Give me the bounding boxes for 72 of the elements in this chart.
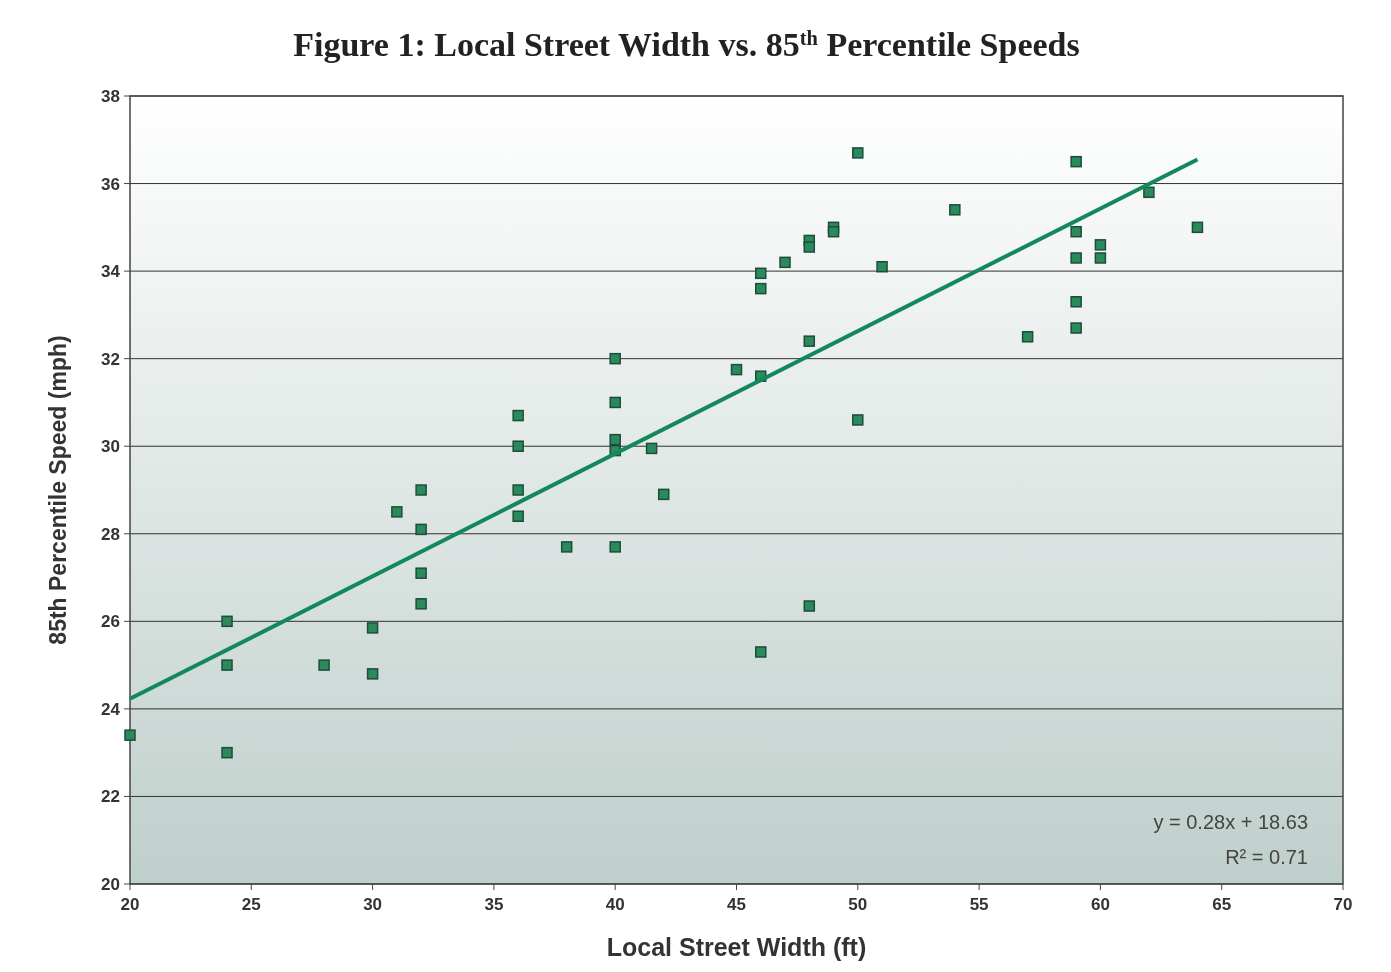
y-tick-label: 22 (101, 787, 120, 807)
point (609, 541, 621, 553)
point (645, 442, 658, 455)
point (512, 440, 524, 452)
x-tick-label: 25 (241, 895, 261, 914)
annotation: y = 0.28x + 18.63 (1153, 811, 1308, 833)
point (609, 433, 621, 446)
point (852, 414, 864, 426)
x-tick-label: 55 (969, 895, 989, 914)
x-tick-label: 20 (120, 895, 140, 914)
point (1191, 221, 1204, 234)
point (876, 260, 888, 273)
point (1094, 252, 1107, 264)
point (1070, 252, 1082, 264)
point (318, 659, 330, 671)
x-axis-title: Local Street Width (ft) (606, 933, 867, 961)
point (366, 668, 379, 680)
point (1021, 331, 1034, 343)
point (1070, 155, 1082, 168)
point (1143, 186, 1155, 199)
x-tick-label: 70 (1333, 895, 1353, 914)
point (803, 335, 816, 347)
x-tick-label: 60 (1090, 895, 1110, 914)
point (221, 746, 233, 759)
y-tick-label: 38 (101, 87, 120, 106)
point (391, 506, 403, 518)
point (415, 598, 427, 610)
point (755, 267, 767, 280)
point (415, 567, 427, 579)
point (609, 396, 621, 409)
x-tick-label: 40 (605, 895, 625, 914)
point (415, 484, 427, 496)
point (852, 147, 864, 159)
point (657, 488, 670, 501)
x-tick-label: 65 (1212, 895, 1232, 914)
point (803, 241, 816, 253)
point (560, 541, 573, 553)
point (1070, 225, 1082, 238)
point (1094, 239, 1107, 251)
annotation: R² = 0.71 (1225, 846, 1308, 868)
point (221, 615, 233, 628)
point (755, 282, 767, 295)
point (366, 622, 379, 634)
point (1070, 296, 1082, 308)
point (827, 225, 840, 238)
point (803, 600, 816, 612)
y-tick-label: 20 (101, 875, 120, 894)
point (124, 729, 136, 741)
x-tick-label: 45 (727, 895, 746, 914)
point (415, 523, 427, 536)
y-axis-title: 85th Percentile Speed (mph) (45, 335, 71, 645)
y-tick-label: 36 (101, 174, 120, 194)
point (221, 659, 233, 671)
point (512, 484, 524, 496)
point (512, 510, 524, 523)
x-tick-label: 50 (848, 895, 868, 914)
point (609, 352, 621, 365)
y-tick-label: 32 (101, 349, 120, 369)
x-tick-label: 30 (363, 895, 383, 914)
point (779, 256, 791, 269)
y-tick-label: 24 (101, 699, 121, 719)
point (730, 363, 743, 376)
point (1070, 322, 1082, 334)
y-tick-label: 34 (101, 262, 121, 282)
point (512, 409, 524, 422)
y-tick-label: 30 (101, 437, 120, 457)
y-tick-label: 26 (101, 612, 120, 632)
x-tick-label: 35 (484, 895, 504, 914)
point (755, 646, 767, 658)
point (949, 204, 961, 216)
chart-title: Figure 1: Local Street Width vs. 85$^{th}$ Percentile Speeds (293, 26, 1080, 63)
y-tick-label: 28 (101, 524, 120, 544)
